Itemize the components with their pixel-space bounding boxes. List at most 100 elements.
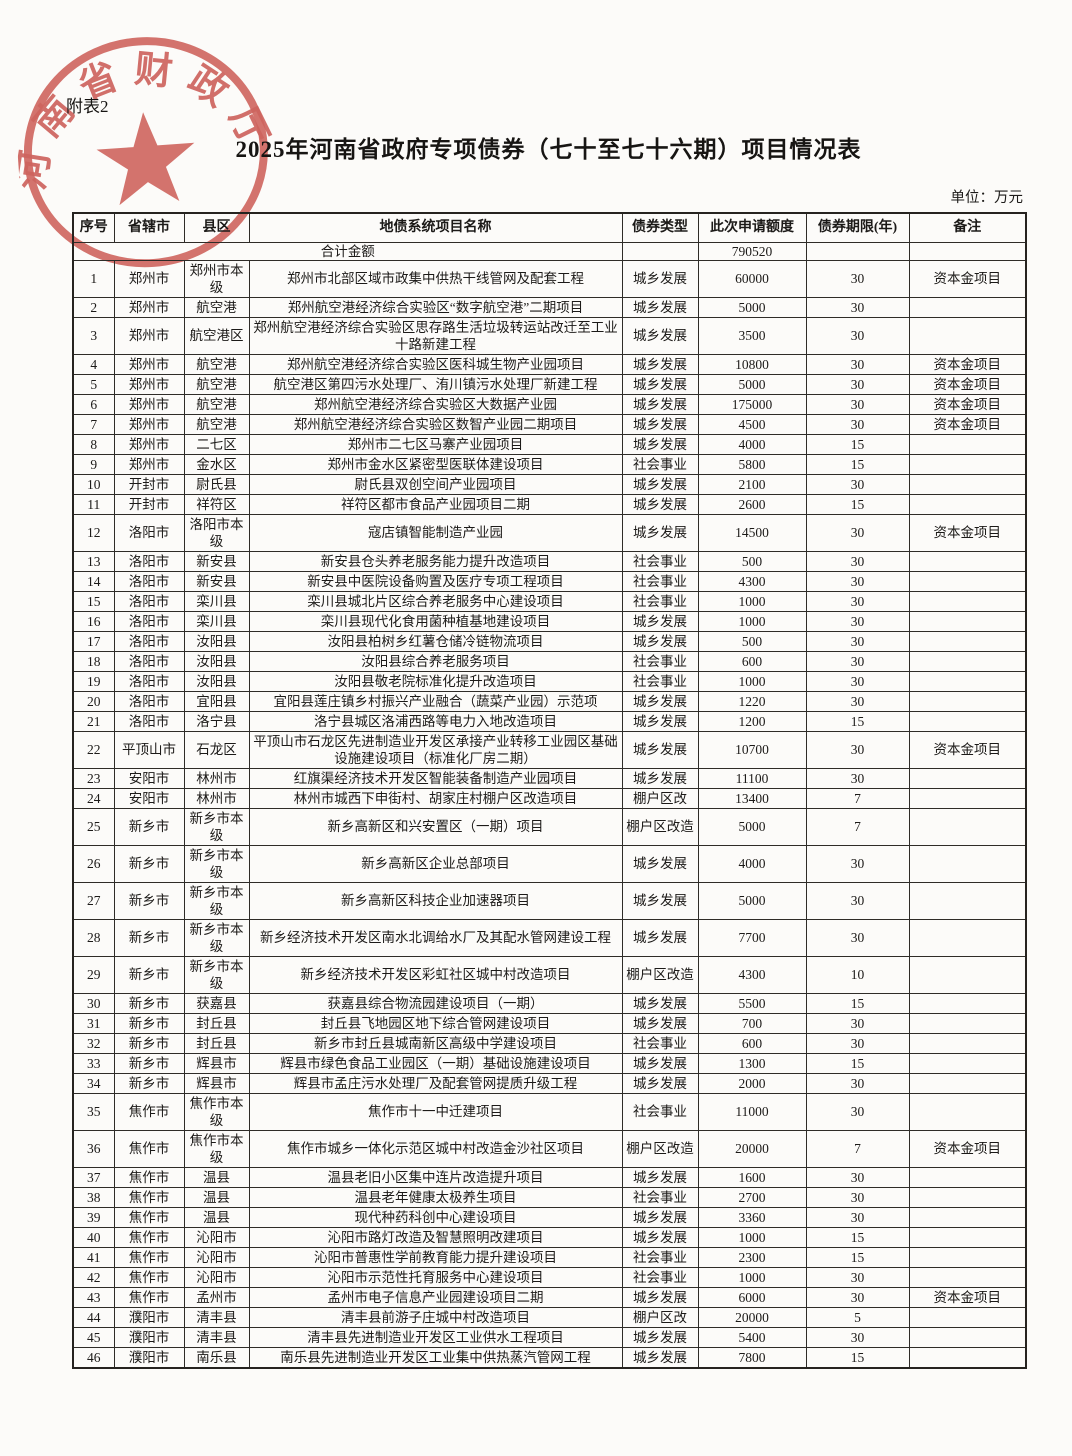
cell-省辖市: 郑州市 (113, 259, 185, 298)
table-row: 38 焦作市 温县 温县老年健康太极养生项目 社会事业 2700 30 (72, 1186, 1027, 1208)
cell-备注 (908, 1012, 1027, 1034)
cell-备注 (908, 844, 1027, 883)
cell-省辖市: 洛阳市 (113, 513, 185, 552)
cell-债券类型: 社会事业 (621, 550, 699, 572)
cell-项目名称: 新乡高新区科技企业加速器项目 (248, 881, 623, 920)
cell-备注 (908, 570, 1027, 592)
cell-备注 (908, 590, 1027, 612)
cell-序号: 8 (72, 433, 115, 455)
cell-备注 (908, 610, 1027, 632)
cell-县区: 航空港 (183, 296, 250, 318)
cell-县区: 郑州市本级 (183, 259, 250, 298)
cell-申请额度: 4500 (697, 413, 807, 435)
cell-备注 (908, 918, 1027, 957)
cell-债券期限: 30 (805, 316, 910, 355)
cell-备注: 资本金项目 (908, 1286, 1027, 1308)
cell-序号: 1 (72, 259, 115, 298)
header-project: 地债系统项目名称 (248, 212, 623, 243)
cell-备注 (908, 955, 1027, 994)
table-row: 4 郑州市 航空港 郑州航空港经济综合实验区医科城生物产业园项目 城乡发展 10… (72, 353, 1027, 375)
cell-债券类型: 城乡发展 (621, 316, 699, 355)
header-city: 省辖市 (113, 212, 185, 243)
table-body: 合计金额 790520 1 郑州市 郑州市本级 郑州市北部区域市政集中供热干线管… (72, 241, 1027, 1368)
cell-省辖市: 洛阳市 (113, 590, 185, 612)
table-row: 43 焦作市 孟州市 孟州市电子信息产业园建设项目二期 城乡发展 6000 30… (72, 1286, 1027, 1308)
table-row: 15 洛阳市 栾川县 栾川县城北片区综合养老服务中心建设项目 社会事业 1000… (72, 590, 1027, 612)
cell-债券期限: 30 (805, 513, 910, 552)
cell-县区: 新乡市本级 (183, 807, 250, 846)
cell-申请额度: 5000 (697, 881, 807, 920)
cell-申请额度: 5400 (697, 1326, 807, 1348)
cell-项目名称: 郑州航空港经济综合实验区“数字航空港”二期项目 (248, 296, 623, 318)
cell-序号: 12 (72, 513, 115, 552)
cell-项目名称: 辉县市孟庄污水处理厂及配套管网提质升级工程 (248, 1072, 623, 1094)
cell-省辖市: 新乡市 (113, 955, 185, 994)
cell-债券类型: 城乡发展 (621, 844, 699, 883)
cell-序号: 18 (72, 650, 115, 672)
cell-债券类型: 城乡发展 (621, 767, 699, 789)
cell-备注 (908, 493, 1027, 515)
cell-序号: 34 (72, 1072, 115, 1094)
cell-县区: 辉县市 (183, 1072, 250, 1094)
cell-序号: 45 (72, 1326, 115, 1348)
cell-序号: 24 (72, 787, 115, 809)
cell-债券期限: 30 (805, 1092, 910, 1131)
cell-申请额度: 4000 (697, 433, 807, 455)
cell-序号: 10 (72, 473, 115, 495)
cell-申请额度: 4000 (697, 844, 807, 883)
cell-债券类型: 城乡发展 (621, 1286, 699, 1308)
cell-债券类型: 社会事业 (621, 1032, 699, 1054)
cell-县区: 栾川县 (183, 610, 250, 632)
cell-序号: 39 (72, 1206, 115, 1228)
cell-省辖市: 焦作市 (113, 1286, 185, 1308)
cell-项目名称: 尉氏县双创空间产业园项目 (248, 473, 623, 495)
cell-备注 (908, 690, 1027, 712)
cell-备注 (908, 1166, 1027, 1188)
cell-债券期限: 15 (805, 493, 910, 515)
cell-项目名称: 祥符区都市食品产业园项目二期 (248, 493, 623, 515)
cell-序号: 29 (72, 955, 115, 994)
cell-申请额度: 1220 (697, 690, 807, 712)
cell-省辖市: 濮阳市 (113, 1346, 185, 1368)
cell-省辖市: 开封市 (113, 493, 185, 515)
cell-债券类型: 城乡发展 (621, 1166, 699, 1188)
cell-申请额度: 2300 (697, 1246, 807, 1268)
table-row: 34 新乡市 辉县市 辉县市孟庄污水处理厂及配套管网提质升级工程 城乡发展 20… (72, 1072, 1027, 1094)
cell-备注: 资本金项目 (908, 1129, 1027, 1168)
table-row: 27 新乡市 新乡市本级 新乡高新区科技企业加速器项目 城乡发展 5000 30 (72, 881, 1027, 920)
cell-备注 (908, 881, 1027, 920)
cell-债券类型: 社会事业 (621, 1266, 699, 1288)
cell-申请额度: 700 (697, 1012, 807, 1034)
cell-申请额度: 1000 (697, 610, 807, 632)
cell-项目名称: 汝阳县敬老院标准化提升改造项目 (248, 670, 623, 692)
cell-项目名称: 郑州市二七区马寨产业园项目 (248, 433, 623, 455)
cell-债券期限: 30 (805, 844, 910, 883)
cell-备注 (908, 630, 1027, 652)
cell-项目名称: 沁阳市普惠性学前教育能力提升建设项目 (248, 1246, 623, 1268)
cell-债券期限: 15 (805, 453, 910, 475)
cell-序号: 17 (72, 630, 115, 652)
cell-备注 (908, 1306, 1027, 1328)
cell-省辖市: 新乡市 (113, 992, 185, 1014)
table-row: 24 安阳市 林州市 林州市城西下申街村、胡家庄村棚户区改造项目 棚户区改 13… (72, 787, 1027, 809)
cell-债券类型: 城乡发展 (621, 710, 699, 732)
cell-备注 (908, 433, 1027, 455)
cell-申请额度: 1000 (697, 1226, 807, 1248)
cell-县区: 温县 (183, 1186, 250, 1208)
cell-县区: 航空港 (183, 373, 250, 395)
cell-项目名称: 南乐县先进制造业开发区工业集中供热蒸汽管网工程 (248, 1346, 623, 1368)
table-row: 5 郑州市 航空港 航空港区第四污水处理厂、洧川镇污水处理厂新建工程 城乡发展 … (72, 373, 1027, 395)
cell-序号: 28 (72, 918, 115, 957)
cell-省辖市: 焦作市 (113, 1129, 185, 1168)
cell-债券期限: 30 (805, 1186, 910, 1208)
table-row: 29 新乡市 新乡市本级 新乡经济技术开发区彩虹社区城中村改造项目 棚户区改造 … (72, 955, 1027, 994)
cell-项目名称: 郑州航空港经济综合实验区医科城生物产业园项目 (248, 353, 623, 375)
cell-县区: 沁阳市 (183, 1246, 250, 1268)
cell-债券期限: 15 (805, 710, 910, 732)
cell-序号: 20 (72, 690, 115, 712)
cell-县区: 汝阳县 (183, 670, 250, 692)
cell-县区: 二七区 (183, 433, 250, 455)
cell-序号: 3 (72, 316, 115, 355)
cell-申请额度: 500 (697, 550, 807, 572)
cell-省辖市: 新乡市 (113, 918, 185, 957)
